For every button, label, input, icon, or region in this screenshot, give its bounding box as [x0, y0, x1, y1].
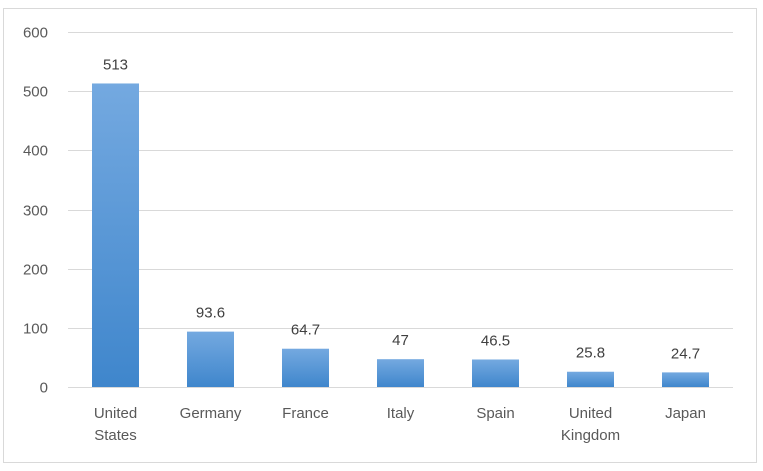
data-label: 25.8 — [576, 345, 605, 362]
bar — [187, 331, 234, 387]
bar — [472, 359, 519, 387]
data-label: 93.6 — [196, 305, 225, 322]
y-tick-label: 400 — [23, 143, 48, 160]
data-label: 47 — [392, 332, 409, 349]
x-tick-label: France — [282, 405, 329, 422]
x-tick-label: Germany — [180, 405, 242, 422]
y-tick-label: 300 — [23, 203, 48, 220]
bar — [92, 83, 139, 387]
bar — [662, 372, 709, 387]
data-label: 24.7 — [671, 345, 700, 362]
bar — [377, 359, 424, 387]
x-tick-label: Spain — [476, 405, 514, 422]
x-tick-label: States — [94, 427, 137, 444]
x-tick-label: Japan — [665, 405, 706, 422]
x-tick-label: United — [569, 405, 612, 422]
y-tick-label: 500 — [23, 84, 48, 101]
y-tick-label: 200 — [23, 262, 48, 279]
x-tick-label: Italy — [387, 405, 415, 422]
data-label: 64.7 — [291, 322, 320, 339]
bar — [567, 371, 614, 387]
y-tick-label: 0 — [40, 380, 48, 397]
bar — [282, 348, 329, 387]
data-label: 46.5 — [481, 332, 510, 349]
y-tick-label: 600 — [23, 25, 48, 42]
x-tick-label: United — [94, 405, 137, 422]
x-tick-label: Kingdom — [561, 427, 620, 444]
y-tick-label: 100 — [23, 321, 48, 338]
data-label: 513 — [103, 56, 128, 73]
